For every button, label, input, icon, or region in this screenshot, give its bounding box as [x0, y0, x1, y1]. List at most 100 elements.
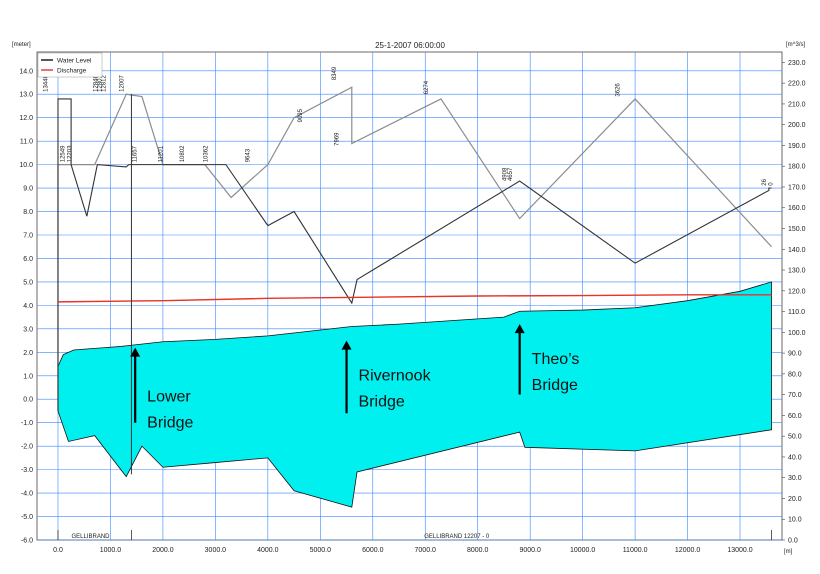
station-label: 12807: [98, 75, 104, 92]
y-left-tick-label: 0.0: [23, 397, 33, 404]
y-left-tick-label: 1.0: [23, 373, 33, 380]
station-label: 3626: [615, 83, 621, 97]
discharge-line: [57, 294, 772, 303]
station-label: 9643: [245, 148, 251, 162]
bridge-annotations: Lower Bridge Rivernook Bridge Theo’s Bridge: [130, 324, 579, 431]
y-left-tick-label: -6.0: [21, 538, 33, 545]
y-right-tick-label: 190.0: [788, 143, 806, 150]
y-right-tick-label: 200.0: [788, 122, 806, 129]
y-right-tick-label: 220.0: [788, 81, 806, 88]
station-label: 7969: [335, 132, 341, 146]
y-right-tick-label: 30.0: [788, 475, 802, 482]
bridge-label: Bridge: [532, 377, 578, 394]
y-left-tick-label: 5.0: [23, 279, 33, 286]
y-right-tick-label: 100.0: [788, 330, 806, 337]
bank-dark-line: [57, 98, 772, 411]
y-right-tick-label: 110.0: [788, 309, 805, 316]
station-label: 9095: [298, 108, 304, 122]
station-label: 4657: [508, 167, 514, 181]
station-label: 4908: [503, 167, 509, 181]
station-label: 12007: [120, 75, 126, 92]
legend-label: Water Level: [57, 58, 92, 65]
y-right-tick-label: 40.0: [788, 454, 802, 461]
y-right-tick-label: 120.0: [788, 288, 806, 295]
data-lines: [57, 86, 772, 475]
x-tick-label: 0.0: [53, 547, 63, 554]
x-unit: [m]: [784, 549, 793, 555]
x-tick-label: 13000.0: [727, 547, 752, 554]
y-right-tick-label: 10.0: [788, 517, 802, 524]
x-tick-label: 3000.0: [205, 547, 227, 554]
y-left-tick-label: -4.0: [21, 491, 33, 498]
axis-ticks: 0.0 1000.0 2000.0 3000.0 4000.0 5000.0 6000.0 7…: [19, 60, 805, 554]
y-left-tick-label: 8.0: [23, 209, 33, 216]
x-tick-label: 8000.0: [467, 547, 489, 554]
station-label: 6274: [424, 80, 430, 94]
y-right-unit: [m^3/s]: [786, 42, 805, 48]
station-label: 13446: [43, 75, 49, 92]
y-left-tick-label: 11.0: [20, 139, 33, 146]
y-left-tick-label: 6.0: [23, 256, 33, 263]
bridge-label: Lower: [147, 389, 191, 406]
legend-label: Discharge: [57, 68, 87, 75]
y-left-tick-label: -1.0: [21, 420, 33, 427]
y-right-tick-label: 80.0: [788, 371, 802, 378]
y-left-tick-label: 7.0: [23, 233, 33, 240]
y-right-tick-label: 50.0: [788, 434, 802, 441]
station-label: 12549: [60, 145, 66, 162]
bridge-arrowhead: [341, 340, 352, 350]
y-right-tick-label: 160.0: [788, 205, 806, 212]
y-right-tick-label: 20.0: [788, 496, 802, 503]
y-left-unit: [meter]: [12, 42, 31, 48]
y-right-tick-label: 230.0: [788, 60, 806, 67]
x-tick-label: 4000.0: [257, 547, 279, 554]
legend-box: [37, 52, 103, 78]
y-right-tick-label: 210.0: [788, 101, 806, 108]
bridge-arrowhead: [514, 324, 525, 334]
branch-label: GELLIBRAND: [72, 534, 111, 540]
y-right-tick-label: 70.0: [788, 392, 802, 399]
y-right-tick-label: 170.0: [788, 184, 806, 191]
station-label: 11657: [133, 145, 139, 162]
station-label: 12203: [68, 145, 74, 162]
x-tick-label: 1000.0: [100, 547, 122, 554]
chart-frame: [36, 51, 783, 541]
x-tick-label: 10000.0: [570, 547, 595, 554]
branch-label: GELLIBRAND 12207 - 0: [424, 534, 490, 540]
y-left-tick-label: 12.0: [19, 115, 33, 122]
legend: Water Level Discharge: [37, 52, 103, 78]
chart-title: 25-1-2007 06:00:00: [375, 41, 445, 50]
x-tick-label: 7000.0: [415, 547, 437, 554]
station-label: 12812: [102, 75, 108, 92]
bridge-arrowhead: [130, 347, 141, 357]
x-tick-label: 6000.0: [362, 547, 384, 554]
x-tick-label: 5000.0: [310, 547, 332, 554]
x-tick-label: 11000.0: [623, 547, 648, 554]
y-right-tick-label: 60.0: [788, 413, 802, 420]
y-left-tick-label: -2.0: [21, 444, 33, 451]
y-left-tick-label: 9.0: [23, 186, 33, 193]
station-label: 12846: [93, 75, 99, 92]
bridge-label: Rivernook: [359, 367, 432, 384]
bank-grey-line: [57, 86, 772, 411]
y-right-tick-label: 150.0: [788, 226, 806, 233]
y-left-tick-label: -3.0: [21, 467, 33, 474]
y-left-tick-label: 2.0: [23, 350, 33, 357]
y-left-tick-label: 10.0: [19, 162, 33, 169]
station-label: 10802: [180, 145, 186, 162]
x-tick-label: 2000.0: [152, 547, 174, 554]
y-left-tick-label: 3.0: [23, 326, 33, 333]
station-label: 8349: [332, 66, 338, 80]
bridge-label: Theo’s: [532, 351, 580, 368]
x-tick-label: 9000.0: [519, 547, 541, 554]
x-tick-label: 12000.0: [675, 547, 700, 554]
y-right-tick-label: 140.0: [788, 247, 806, 254]
station-label: 10362: [204, 145, 210, 162]
y-left-tick-label: 4.0: [23, 303, 33, 310]
bridge-label: Bridge: [359, 393, 405, 410]
y-right-tick-label: 180.0: [788, 164, 806, 171]
station-label: 0: [769, 182, 775, 186]
y-right-tick-label: 130.0: [788, 268, 806, 275]
